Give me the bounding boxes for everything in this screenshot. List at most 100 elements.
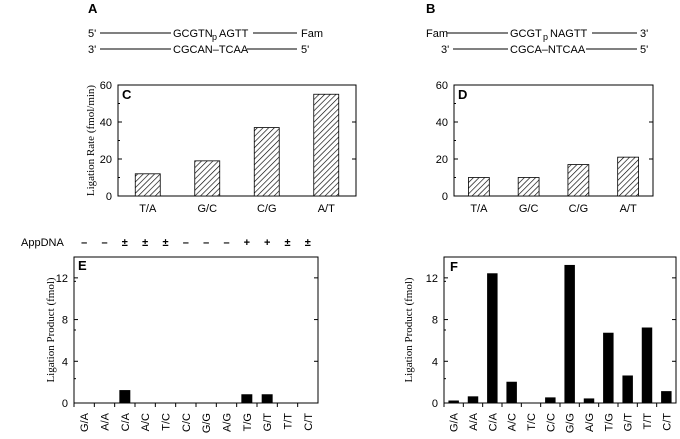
appdna-label: AppDNA — [21, 237, 64, 249]
panel-a-phosphate: p — [212, 32, 217, 42]
x-tick-label: T/T — [283, 413, 295, 430]
x-tick-label: A/A — [468, 412, 480, 430]
x-tick-label: G/A — [79, 412, 91, 432]
x-tick-label: A/A — [100, 412, 112, 430]
panel-b-bottom-3prime: 3' — [441, 44, 449, 56]
panel-b-top-seq-left: GCGT — [510, 28, 542, 40]
bar-c-g — [567, 164, 590, 197]
x-tick-label: G/G — [565, 413, 577, 433]
x-tick-label: T/C — [526, 413, 538, 431]
panel-a-top-5prime: 5' — [88, 28, 96, 40]
panel-d-label: D — [458, 87, 467, 102]
panel-b-top-seq-right: NAGTT — [550, 28, 588, 40]
bar-g-a — [448, 400, 459, 404]
x-tick-label: A/T — [318, 203, 335, 215]
appdna-mark: ± — [305, 237, 311, 249]
bar-a-c — [506, 381, 517, 404]
x-tick-label: C/T — [661, 413, 673, 431]
bar-g-c — [194, 160, 221, 197]
x-tick-label: G/A — [449, 412, 461, 432]
appdna-row: AppDNA – – ± ± ± – – – + + ± ± — [21, 237, 311, 249]
y-tick-label: 0 — [62, 398, 68, 410]
panel-a-bottom-seq: CGCAN–TCAA — [173, 44, 249, 56]
panel-f-label: F — [450, 259, 458, 274]
appdna-mark: + — [264, 237, 270, 249]
panel-c-label: C — [122, 87, 132, 102]
bar-a-a — [467, 396, 479, 404]
panel-b-diagram: B Fam GCGT p NAGTT 3' 3' CGCA–NTCAA 5' — [426, 1, 648, 56]
bar-g-c — [517, 177, 540, 197]
x-tick-label: C/A — [120, 412, 132, 431]
appdna-mark: – — [223, 237, 229, 249]
x-tick-label: G/T — [262, 413, 274, 432]
y-tick-label: 40 — [436, 117, 448, 129]
bar-a-g — [583, 398, 595, 404]
bar-t-a — [134, 173, 161, 197]
bar-g-t — [261, 394, 273, 404]
x-tick-label: A/T — [620, 203, 637, 215]
panel-a-bottom-5prime: 5' — [301, 44, 309, 56]
bar-c-t — [661, 391, 672, 404]
y-tick-label: 4 — [62, 356, 68, 368]
panel-b-top-3prime: 3' — [640, 28, 648, 40]
chart-e-frame — [73, 256, 319, 404]
y-tick-label: 8 — [62, 315, 68, 327]
panel-b-bottom-5prime: 5' — [640, 44, 648, 56]
y-tick-label: 12 — [56, 273, 68, 285]
x-tick-label: A/G — [584, 413, 596, 432]
x-tick-label: T/A — [470, 203, 488, 215]
panel-a-top-seq-left: GCGTN — [173, 28, 213, 40]
x-tick-label: T/T — [642, 413, 654, 430]
panel-b-bottom-seq: CGCA–NTCAA — [510, 44, 586, 56]
x-tick-label: C/G — [257, 203, 277, 215]
appdna-mark: – — [81, 237, 87, 249]
y-axis-label: Ligation Product (fmol) — [45, 277, 57, 382]
chart-f-frame — [443, 256, 677, 404]
appdna-mark: + — [244, 237, 250, 249]
x-tick-label: T/C — [161, 413, 173, 431]
y-tick-label: 60 — [100, 80, 112, 92]
x-tick-label: T/G — [603, 413, 615, 431]
bar-c-a — [487, 273, 498, 404]
x-tick-label: G/T — [623, 413, 635, 432]
y-tick-label: 20 — [100, 154, 112, 166]
y-tick-label: 20 — [436, 154, 448, 166]
y-axis-label: Ligation Rate (fmol/min) — [85, 85, 97, 197]
x-tick-label: C/T — [303, 413, 315, 431]
x-tick-label: G/C — [197, 203, 217, 215]
bar-c-a — [119, 390, 131, 404]
panel-b-label: B — [426, 1, 435, 16]
appdna-mark: ± — [142, 237, 148, 249]
x-tick-label: C/G — [569, 203, 589, 215]
panel-a-fam: Fam — [301, 28, 323, 40]
y-tick-label: 40 — [100, 117, 112, 129]
panel-a-diagram: A 5' GCGTN p AGTT Fam 3' CGCAN–TCAA 5' — [88, 1, 323, 56]
appdna-mark: – — [101, 237, 107, 249]
appdna-mark: ± — [284, 237, 290, 249]
chart-d: D 0 20 40 60 T/A G/C C/G A/T — [436, 80, 654, 215]
panel-a-top-seq-right: AGTT — [219, 28, 249, 40]
bar-a-t — [617, 156, 639, 197]
y-tick-label: 12 — [426, 273, 438, 285]
x-tick-label: G/G — [201, 413, 213, 433]
chart-f: F 0 4 8 12 Ligation Product (fmol) G/A A/A C/A A/… — [403, 256, 677, 433]
bar-c-g — [253, 127, 280, 197]
y-tick-label: 60 — [436, 80, 448, 92]
panel-b-fam: Fam — [426, 28, 448, 40]
x-tick-label: A/C — [507, 413, 519, 431]
x-tick-label: T/G — [242, 413, 254, 431]
y-tick-label: 0 — [432, 398, 438, 410]
bar-t-g — [603, 332, 614, 404]
panel-e-label: E — [78, 258, 87, 273]
bar-a-t — [313, 93, 340, 197]
bar-g-t — [622, 375, 633, 404]
x-tick-label: C/A — [487, 412, 499, 431]
bar-c-c — [545, 397, 556, 404]
y-tick-label: 4 — [432, 356, 438, 368]
panel-a-bottom-3prime: 3' — [88, 44, 96, 56]
appdna-mark: ± — [122, 237, 128, 249]
bar-t-t — [641, 327, 653, 404]
